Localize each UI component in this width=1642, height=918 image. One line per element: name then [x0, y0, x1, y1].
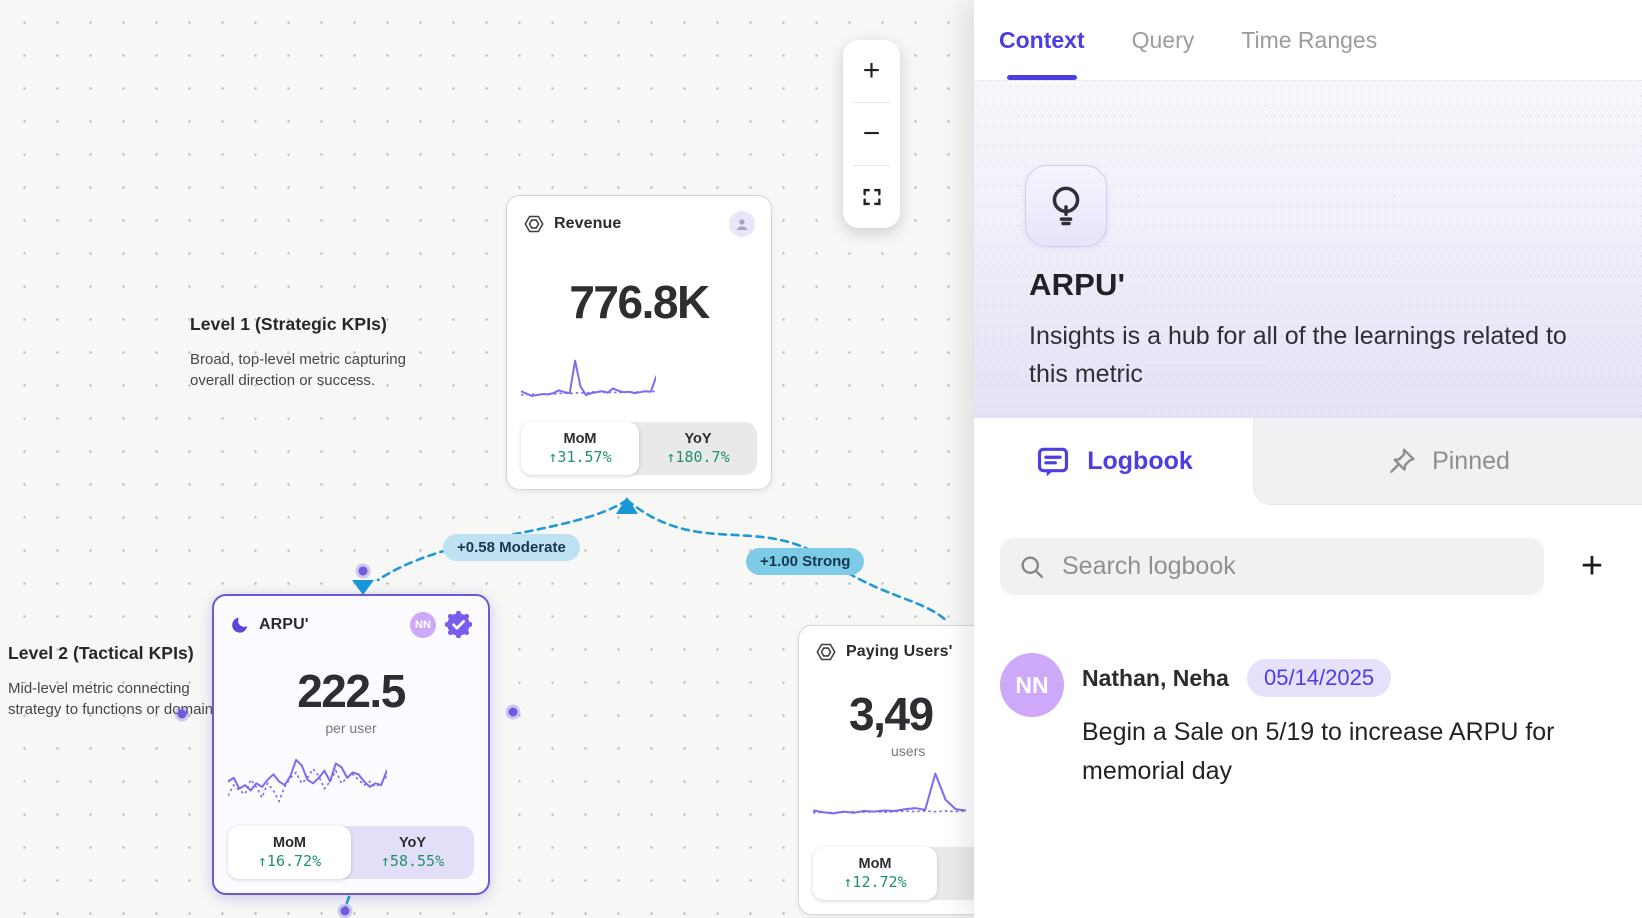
zoom-in-button[interactable]: +	[862, 54, 881, 87]
pin-icon	[1386, 445, 1418, 477]
metric-unit: per user	[325, 720, 377, 736]
logbook-entry[interactable]: NN Nathan, Neha 05/14/2025 Begin a Sale …	[1000, 653, 1614, 791]
add-logbook-entry-button[interactable]: +	[1580, 545, 1604, 587]
edge-arpu-down	[343, 895, 351, 910]
mom-value: ↑16.72%	[257, 852, 322, 870]
hexagon-node-icon	[523, 213, 545, 235]
entry-author: Nathan, Neha	[1082, 664, 1229, 691]
metric-card-arpu[interactable]: ARPU' NN 222.5	[212, 594, 490, 895]
metric-card-revenue[interactable]: Revenue 776.8K MoM ↑31.57% YoY ↑180.7%	[506, 195, 772, 490]
mom-label: MoM	[858, 856, 892, 872]
owner-avatar	[729, 211, 755, 237]
correlation-label-moderate[interactable]: +0.58 Moderate	[443, 534, 580, 561]
tab-pinned[interactable]: Pinned	[1253, 418, 1642, 505]
metric-value: 776.8K	[569, 276, 710, 328]
yoy-segment[interactable]: YoY ↑58.55%	[351, 826, 474, 879]
yoy-label: YoY	[398, 835, 427, 851]
tab-time-ranges[interactable]: Time Ranges	[1241, 26, 1378, 53]
verified-badge-icon	[445, 611, 472, 638]
metric-header: ARPU' Insights is a hub for all of the l…	[974, 81, 1642, 418]
arrowhead-into-arpu	[352, 580, 374, 595]
insight-icon-card	[1025, 165, 1107, 247]
author-avatar: NN	[1000, 653, 1064, 717]
sparkline-revenue	[521, 354, 656, 400]
handle-arpu-right	[505, 704, 521, 720]
arrowhead-into-revenue	[616, 497, 638, 514]
logbook-pinned-tabs: Logbook Pinned	[974, 418, 1642, 505]
mom-yoy-toggle[interactable]: MoM ↑16.72% YoY ↑58.55%	[228, 826, 474, 879]
search-icon	[1018, 553, 1046, 581]
zoom-out-button[interactable]: −	[862, 117, 881, 150]
mom-value: ↑31.57%	[548, 448, 612, 466]
card-title: Paying Users'	[846, 643, 953, 660]
handle-arpu-top	[355, 563, 371, 579]
tab-logbook[interactable]: Logbook	[974, 418, 1253, 505]
logbook-chat-icon	[1034, 443, 1072, 481]
mom-value: ↑12.72%	[843, 873, 907, 891]
level-2-title: Level 2 (Tactical KPIs)	[8, 643, 194, 663]
mom-segment[interactable]: MoM ↑31.57%	[521, 422, 639, 475]
entry-date-badge: 05/14/2025	[1246, 659, 1392, 697]
hexagon-node-icon	[815, 641, 837, 663]
yoy-segment[interactable]: YoY ↑180.7%	[639, 422, 757, 475]
canvas-zoom-toolbar: + −	[843, 40, 900, 228]
level-1-title: Level 1 (Strategic KPIs)	[190, 314, 387, 334]
context-panel: Context Query Time Ranges ARPU' Insights…	[974, 0, 1642, 918]
card-title: ARPU'	[259, 615, 309, 633]
sparkline-paying-users	[813, 766, 966, 818]
tab-context[interactable]: Context	[999, 0, 1085, 80]
lightbulb-icon	[1045, 183, 1087, 229]
level-2-description: Mid-level metric connecting strategy to …	[8, 680, 225, 718]
level-2-note: Level 2 (Tactical KPIs) Mid-level metric…	[8, 643, 236, 720]
sparkline-arpu	[228, 752, 387, 806]
search-placeholder: Search logbook	[1062, 552, 1236, 580]
search-input[interactable]: Search logbook	[1000, 538, 1544, 595]
entry-message: Begin a Sale on 5/19 to increase ARPU fo…	[1082, 718, 1555, 785]
mom-label: MoM	[272, 835, 306, 851]
pinned-tab-label: Pinned	[1432, 446, 1510, 475]
handle-arpu-bottom	[337, 903, 353, 918]
mom-segment[interactable]: MoM ↑16.72%	[228, 826, 351, 879]
tab-query[interactable]: Query	[1131, 26, 1195, 53]
metric-unit: users	[891, 743, 926, 759]
panel-tab-bar: Context Query Time Ranges	[974, 0, 1642, 81]
correlation-label-strong[interactable]: +1.00 Strong	[746, 548, 865, 575]
fullscreen-icon	[861, 186, 883, 208]
card-title: Revenue	[554, 215, 622, 232]
metric-description: Insights is a hub for all of the learnin…	[1029, 322, 1567, 388]
level-1-note: Level 1 (Strategic KPIs) Broad, top-leve…	[190, 314, 435, 391]
yoy-value: ↑58.55%	[380, 852, 445, 870]
metric-value: 3,49	[849, 688, 934, 740]
mom-segment[interactable]: MoM ↑12.72%	[813, 847, 937, 900]
logbook-tab-label: Logbook	[1087, 447, 1193, 475]
collaborator-badge: NN	[410, 611, 436, 638]
fit-view-button[interactable]	[843, 166, 900, 228]
level-1-description: Broad, top-level metric capturing overal…	[190, 351, 406, 389]
metric-name: ARPU'	[1029, 267, 1126, 302]
mom-yoy-toggle[interactable]: MoM ↑31.57% YoY ↑180.7%	[521, 422, 757, 475]
yoy-value: ↑180.7%	[666, 448, 730, 466]
metric-value: 222.5	[297, 665, 406, 717]
mom-label: MoM	[563, 431, 597, 447]
logbook-toolbar: Search logbook +	[1000, 538, 1614, 595]
yoy-label: YoY	[684, 431, 712, 447]
metric-canvas[interactable]: Level 1 (Strategic KPIs) Broad, top-leve…	[0, 0, 1076, 918]
moon-icon	[230, 615, 250, 635]
